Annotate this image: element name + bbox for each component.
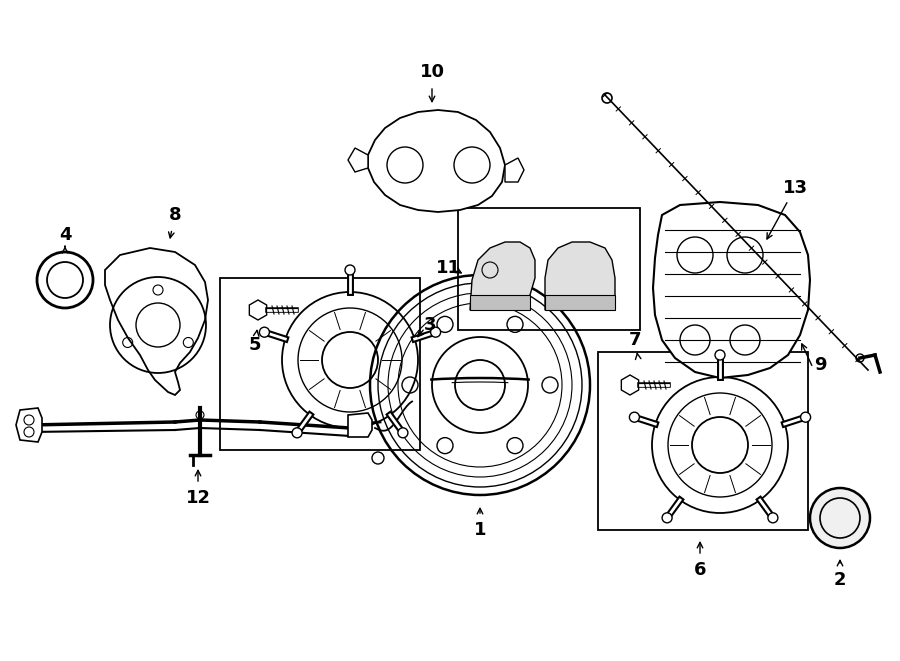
Polygon shape <box>368 110 505 212</box>
Text: 2: 2 <box>833 571 846 589</box>
Bar <box>598 352 808 530</box>
Polygon shape <box>348 148 368 172</box>
Text: 5: 5 <box>248 336 261 354</box>
Circle shape <box>430 327 441 337</box>
Polygon shape <box>105 248 208 395</box>
Polygon shape <box>470 242 535 310</box>
Polygon shape <box>16 408 42 442</box>
Polygon shape <box>348 413 372 437</box>
Text: 13: 13 <box>782 179 807 197</box>
Text: 3: 3 <box>424 316 436 334</box>
Polygon shape <box>545 295 615 310</box>
Text: 11: 11 <box>436 259 461 277</box>
Text: 10: 10 <box>419 63 445 81</box>
Polygon shape <box>545 242 615 310</box>
Circle shape <box>629 412 639 422</box>
Circle shape <box>662 513 672 523</box>
Text: 1: 1 <box>473 521 486 539</box>
Circle shape <box>345 265 355 275</box>
Bar <box>220 278 420 450</box>
Circle shape <box>820 498 860 538</box>
Text: 8: 8 <box>168 206 181 224</box>
Text: 12: 12 <box>185 489 211 507</box>
Circle shape <box>801 412 811 422</box>
Text: 7: 7 <box>629 331 641 349</box>
Text: 4: 4 <box>58 226 71 244</box>
Circle shape <box>768 513 778 523</box>
Circle shape <box>398 428 408 438</box>
Circle shape <box>292 428 302 438</box>
Polygon shape <box>470 295 530 310</box>
Polygon shape <box>505 158 524 182</box>
Circle shape <box>259 327 269 337</box>
Bar <box>458 208 640 330</box>
Text: 9: 9 <box>814 356 826 374</box>
Polygon shape <box>653 202 810 378</box>
Circle shape <box>810 488 870 548</box>
Text: 6: 6 <box>694 561 706 579</box>
Circle shape <box>715 350 725 360</box>
